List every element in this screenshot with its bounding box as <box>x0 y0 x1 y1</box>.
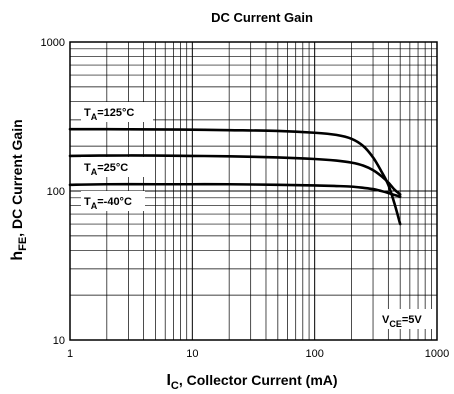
x-tick-label: 1000 <box>425 348 449 360</box>
label-text: VCE=5V <box>382 314 422 329</box>
label-text: TA=125°C <box>84 107 134 122</box>
label-background <box>379 309 433 329</box>
series-label-t-a-125-c: TA=125°C <box>81 102 153 122</box>
label-background <box>81 157 145 177</box>
plot-frame <box>69 41 438 341</box>
grid <box>70 42 437 340</box>
x-tick-label: 100 <box>305 348 323 360</box>
label-background <box>81 191 145 211</box>
label-text: TA=25°C <box>84 162 128 177</box>
curve-t-a-40-c <box>68 182 402 198</box>
curve-labels: TA=125°C TA=25°C TA=-40°C VCE=5V <box>81 102 433 329</box>
y-tick-label: 100 <box>47 186 65 198</box>
series-label-t-a-25-c: TA=25°C <box>81 157 145 177</box>
curves <box>68 127 402 226</box>
y-axis-label: hFE, DC Current Gain <box>9 119 29 260</box>
x-tick-label: 1 <box>67 348 73 360</box>
chart-title: DC Current Gain <box>211 10 313 25</box>
label-background <box>81 102 153 122</box>
curve-t-a-25-c <box>68 154 402 196</box>
vce-annotation: VCE=5V <box>379 309 433 329</box>
label-text: TA=-40°C <box>84 196 132 211</box>
y-tick-label: 1000 <box>41 37 65 49</box>
x-tick-label: 10 <box>186 348 198 360</box>
series-label-t-a-40-c: TA=-40°C <box>81 191 145 211</box>
x-axis-label: IC, Collector Current (mA) <box>166 372 337 392</box>
y-tick-label: 10 <box>53 335 65 347</box>
